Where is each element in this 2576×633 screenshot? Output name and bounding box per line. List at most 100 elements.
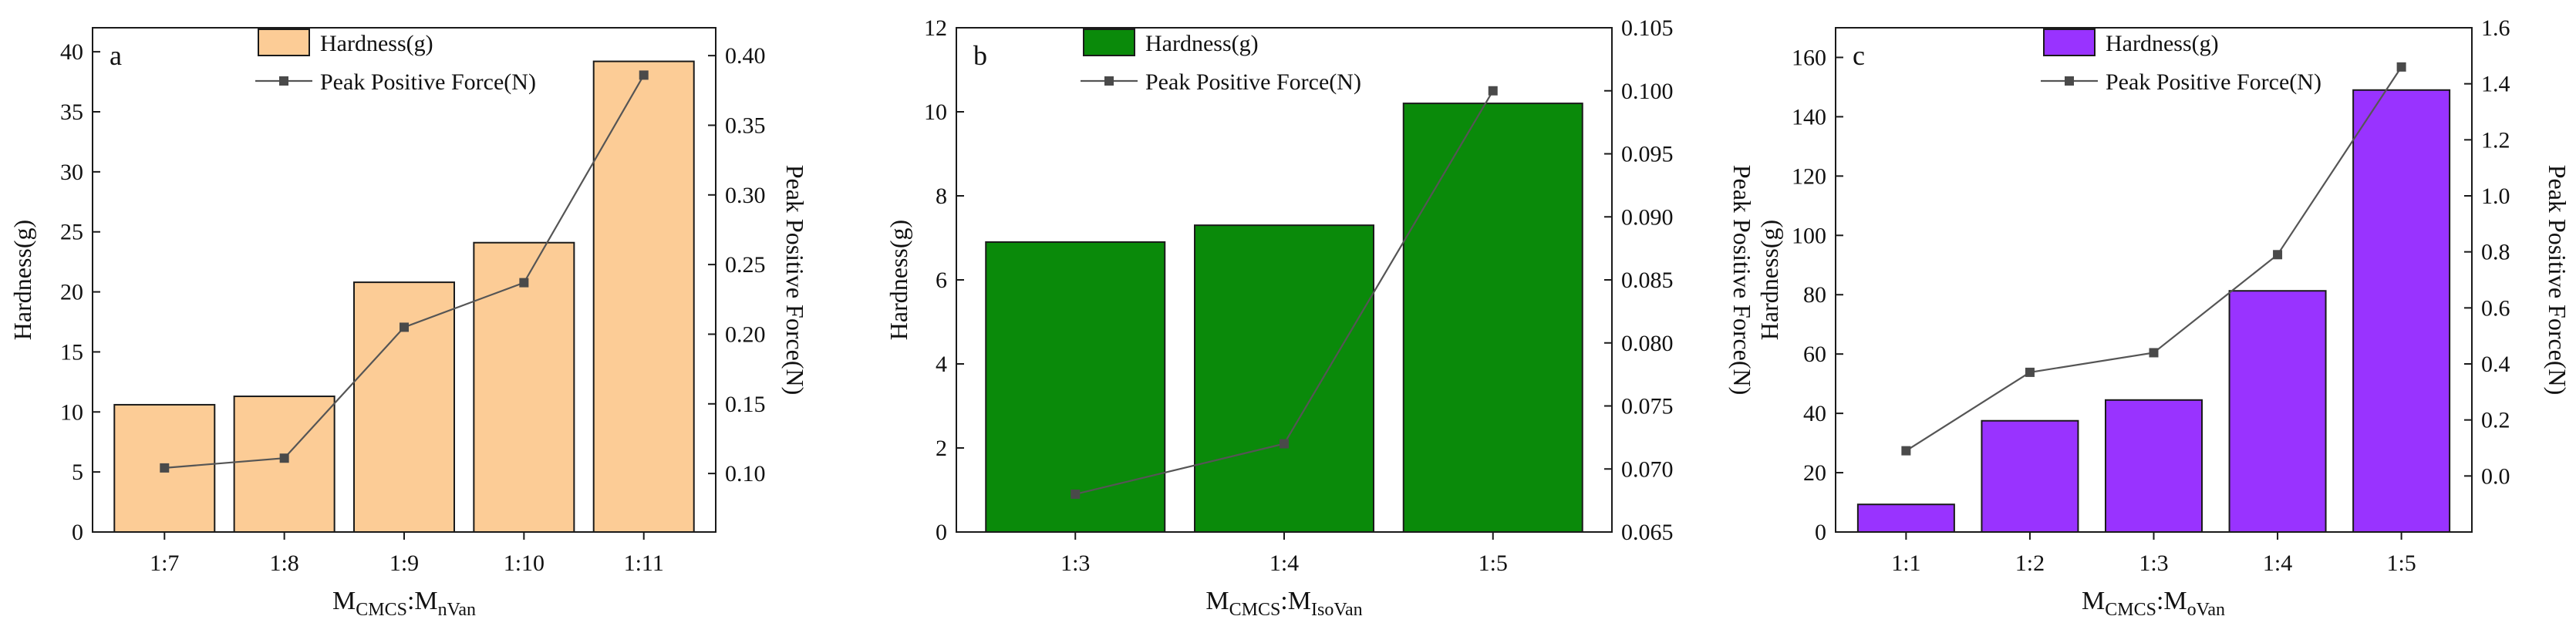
legend-bar-swatch xyxy=(258,29,310,56)
x-tick-label: 1:9 xyxy=(389,551,419,576)
y-right-tick-label: 0.20 xyxy=(725,322,766,347)
line-point-1:4 xyxy=(2273,250,2283,260)
y-tick-label: 35 xyxy=(60,99,83,125)
x-axis-title-colon: :M xyxy=(1280,587,1311,615)
y-tick-label: 20 xyxy=(60,280,83,305)
line-point-1:7 xyxy=(160,463,170,473)
bar-1:1 xyxy=(1856,503,1955,533)
y-right-axis-title: Peak Positive Force(N) xyxy=(2544,165,2571,396)
bar-1:5 xyxy=(2352,89,2451,534)
legend-line-label: Peak Positive Force(N) xyxy=(2106,69,2321,95)
y-right-tick-label: 0.075 xyxy=(1621,394,1674,419)
y-right-tick-label: 0.15 xyxy=(725,392,766,417)
y-right-tick-label: 0.25 xyxy=(725,252,766,278)
legend-bar-label: Hardness(g) xyxy=(2106,31,2219,56)
y-tick-label: 120 xyxy=(1792,163,1826,189)
y-tick-label: 2 xyxy=(936,436,947,461)
y-tick-label: 6 xyxy=(936,268,947,293)
x-axis-title-main: M xyxy=(2082,587,2105,615)
y-right-tick-label: 0.4 xyxy=(2481,352,2510,377)
x-axis-title-sub1: CMCS xyxy=(356,600,407,620)
legend-line-marker xyxy=(2065,76,2074,86)
y-right-tick-label: 1.0 xyxy=(2481,184,2510,209)
x-tick-label: 1:1 xyxy=(1891,551,1920,576)
x-axis-title-sub2: nVan xyxy=(438,600,476,620)
bar-1:4 xyxy=(1194,224,1374,533)
line-point-1:11 xyxy=(639,70,649,80)
y-tick-label: 0 xyxy=(1815,520,1826,545)
x-axis-title-colon: :M xyxy=(407,587,438,615)
bar-1:3 xyxy=(2105,399,2203,534)
bar-1:11 xyxy=(592,60,695,534)
x-tick-label: 1:3 xyxy=(1060,551,1090,576)
y-axis-title: Hardness(g) xyxy=(8,220,36,340)
series-line-peak-positive-force xyxy=(1905,66,2402,452)
panel-letter: b xyxy=(973,40,987,71)
y-right-tick-label: 0.30 xyxy=(725,183,766,208)
x-axis-title-sub1: CMCS xyxy=(1229,600,1281,620)
y-tick-label: 140 xyxy=(1792,104,1826,130)
line-point-1:3 xyxy=(1071,489,1081,499)
y-axis-title: Hardness(g) xyxy=(1755,220,1783,340)
x-tick-label: 1:4 xyxy=(1269,551,1299,576)
y-tick-label: 0 xyxy=(936,520,947,545)
x-axis-title-sub2: IsoVan xyxy=(1311,600,1363,620)
y-tick-label: 25 xyxy=(60,220,83,245)
y-tick-label: 4 xyxy=(936,352,947,377)
line-point-1:8 xyxy=(279,453,289,463)
line-point-1:5 xyxy=(1488,86,1498,96)
bar-1:8 xyxy=(233,396,335,533)
y-right-axis-title: Peak Positive Force(N) xyxy=(781,165,809,396)
y-right-axis-title: Peak Positive Force(N) xyxy=(1728,165,1756,396)
y-tick-label: 15 xyxy=(60,339,83,365)
y-tick-label: 20 xyxy=(1803,460,1826,486)
y-right-tick-label: 0.090 xyxy=(1621,204,1674,230)
legend-line-label: Peak Positive Force(N) xyxy=(1145,69,1361,95)
panel-letter: a xyxy=(110,40,122,71)
y-right-tick-label: 0.2 xyxy=(2481,408,2510,433)
y-right-tick-label: 0.35 xyxy=(725,113,766,138)
y-tick-label: 10 xyxy=(924,99,947,125)
x-axis-title-main: M xyxy=(1205,587,1229,615)
x-tick-label: 1:3 xyxy=(2139,551,2168,576)
y-axis-title: Hardness(g) xyxy=(885,220,912,340)
panel-letter: c xyxy=(1853,40,1865,71)
x-axis-title: MCMCS:MnVan xyxy=(332,587,476,620)
legend-bar-swatch xyxy=(2043,29,2096,56)
y-tick-label: 60 xyxy=(1803,342,1826,367)
x-tick-label: 1:5 xyxy=(2386,551,2416,576)
x-axis-title-main: M xyxy=(332,587,356,615)
y-right-tick-label: 0.095 xyxy=(1621,142,1674,167)
x-tick-label: 1:7 xyxy=(150,551,179,576)
chart-panel-b: 0 2 4 6 8 10 12 0.065 0.070 0.075 0.080 0.085 0.090 0… xyxy=(885,15,1756,620)
line-point-1:5 xyxy=(2396,62,2406,72)
y-right-tick-label: 0.100 xyxy=(1621,79,1674,104)
y-right-tick-label: 0.070 xyxy=(1621,456,1674,482)
chart-panel-a: 0 5 10 15 20 25 30 35 40 0.10 0.15 0.20 0.25 0.30 0.35… xyxy=(8,27,809,620)
x-tick-label: 1:8 xyxy=(269,551,298,576)
bar-1:2 xyxy=(1981,419,2079,533)
legend-bar-label: Hardness(g) xyxy=(1145,31,1259,56)
line-point-1:2 xyxy=(2025,367,2035,377)
y-right-tick-label: 1.6 xyxy=(2481,15,2510,41)
line-point-1:9 xyxy=(400,322,409,332)
y-right-tick-label: 0.40 xyxy=(725,43,766,69)
y-tick-label: 0 xyxy=(72,520,83,545)
x-axis-title: MCMCS:MIsoVan xyxy=(1205,587,1362,620)
bar-1:4 xyxy=(2228,290,2327,533)
y-tick-label: 5 xyxy=(72,460,83,485)
y-right-tick-label: 0.6 xyxy=(2481,295,2510,321)
line-point-1:10 xyxy=(519,278,529,288)
legend-line-label: Peak Positive Force(N) xyxy=(320,69,536,95)
x-axis-title-sub1: CMCS xyxy=(2105,600,2156,620)
x-tick-label: 1:4 xyxy=(2263,551,2292,576)
x-tick-label: 1:11 xyxy=(624,551,664,576)
y-tick-label: 10 xyxy=(60,399,83,425)
line-point-1:1 xyxy=(1901,446,1911,456)
bar-1:9 xyxy=(353,281,455,533)
chart-panel-c: 0 20 40 60 80 100 120 140 160 0.0 0.2 0.4 0.6 0.8 1.0 1… xyxy=(1755,15,2571,620)
legend-line-marker xyxy=(279,76,288,86)
y-tick-label: 40 xyxy=(60,39,83,65)
bar-1:10 xyxy=(473,241,575,533)
